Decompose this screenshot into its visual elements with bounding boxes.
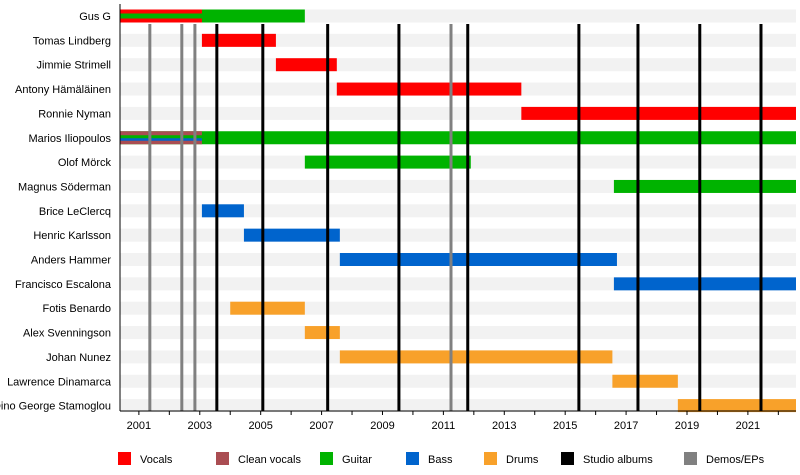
bar-drums <box>304 326 340 340</box>
x-tick-label: 2003 <box>188 420 212 432</box>
x-tick-label: 2001 <box>127 420 151 432</box>
x-tick-label: 2007 <box>309 420 333 432</box>
member-label: Dino George Stamoglou <box>0 401 111 413</box>
bar-stripe-vocals <box>120 18 202 23</box>
bar-stripe-clean-vocals <box>120 140 202 145</box>
legend-label: Guitar <box>342 454 372 466</box>
x-tick-label: 2005 <box>248 420 272 432</box>
legend-label: Studio albums <box>583 454 653 466</box>
row-band <box>120 228 796 242</box>
legend-swatch-vocals <box>118 452 131 465</box>
member-label: Henric Karlsson <box>33 230 111 242</box>
bar-drums <box>339 350 613 364</box>
bar-stripe-clean-vocals <box>120 131 202 136</box>
legend-swatch-drums <box>484 452 497 465</box>
x-tick-label: 2021 <box>736 420 760 432</box>
x-axis: 2001 2003 2005 2007 2009 2011 2013 2015 2017 2019… <box>119 4 796 432</box>
legend-label: Bass <box>428 454 453 466</box>
bar-guitar <box>304 155 471 169</box>
bar-vocals <box>275 58 337 72</box>
legend-label: Demos/EPs <box>706 454 765 466</box>
member-label: Ronnie Nyman <box>38 108 111 120</box>
bar-bass <box>243 228 340 242</box>
member-label: Antony Hämäläinen <box>15 84 111 96</box>
legend-label: Vocals <box>140 454 173 466</box>
member-label: Brice LeClercq <box>39 206 111 218</box>
x-tick-label: 2019 <box>675 420 699 432</box>
event-lines <box>148 24 763 411</box>
legend: Vocals Clean vocals Guitar Bass Drums Studio … <box>118 452 765 466</box>
legend-label: Clean vocals <box>238 454 301 466</box>
bar-stripe-vocals <box>120 9 202 14</box>
bar-vocals <box>201 33 276 47</box>
member-label: Francisco Escalona <box>15 279 112 291</box>
legend-swatch-demos-eps <box>684 452 697 465</box>
row-band <box>120 301 796 315</box>
legend-label: Drums <box>506 454 539 466</box>
row-band <box>120 204 796 218</box>
member-label: Marios Iliopoulos <box>28 133 111 145</box>
x-tick-label: 2009 <box>370 420 394 432</box>
bar-bass <box>201 204 244 218</box>
member-label: Tomas Lindberg <box>33 35 111 47</box>
bar-stripe-bass <box>120 138 202 141</box>
bar-bass <box>613 277 796 291</box>
bar-drums <box>612 374 678 388</box>
member-bars <box>120 9 796 413</box>
bar-guitar <box>613 179 796 193</box>
bar-drums <box>230 301 305 315</box>
bar-vocals <box>336 82 522 96</box>
x-tick-label: 2013 <box>492 420 516 432</box>
bar-bass <box>339 253 617 266</box>
legend-swatch-guitar <box>320 452 333 465</box>
row-band <box>120 399 796 413</box>
legend-swatch-clean-vocals <box>216 452 229 465</box>
member-label: Anders Hammer <box>31 255 111 267</box>
member-label: Alex Svenningson <box>23 328 111 340</box>
member-label: Gus G <box>79 11 111 23</box>
bar-drums <box>677 399 796 413</box>
member-labels: Gus G Tomas Lindberg Jimmie Strimell Antony… <box>0 11 112 413</box>
member-label: Jimmie Strimell <box>36 60 111 72</box>
row-band <box>120 326 796 340</box>
legend-swatch-bass <box>406 452 419 465</box>
member-label: Johan Nunez <box>46 352 111 364</box>
x-tick-label: 2011 <box>432 420 456 432</box>
member-label: Magnus Söderman <box>18 181 111 193</box>
x-tick-label: 2015 <box>553 420 577 432</box>
member-label: Lawrence Dinamarca <box>7 376 112 388</box>
member-label: Olof Mörck <box>58 157 112 169</box>
x-tick-label: 2017 <box>614 420 638 432</box>
bar-guitar <box>120 131 796 145</box>
bar-vocals <box>521 106 796 120</box>
legend-swatch-studio-albums <box>561 452 574 465</box>
row-band <box>120 58 796 72</box>
row-band <box>120 33 796 47</box>
row-band <box>120 374 796 388</box>
member-label: Fotis Benardo <box>43 303 111 315</box>
